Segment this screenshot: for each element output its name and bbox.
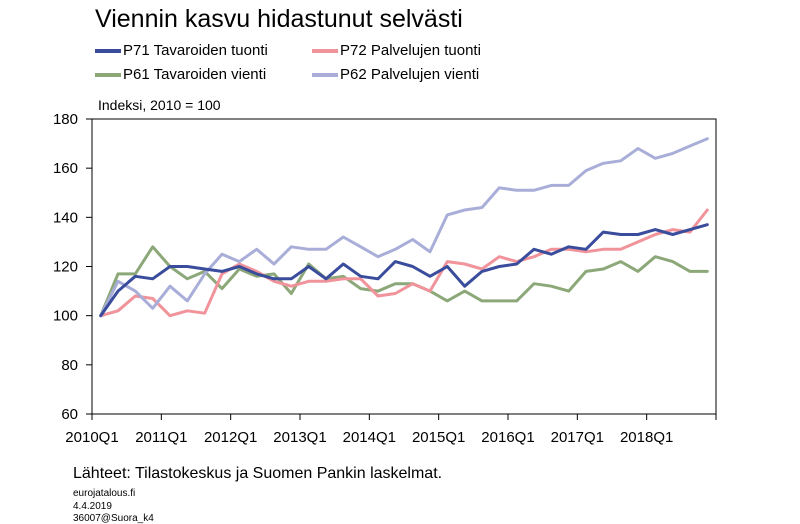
y-tick-label: 80 xyxy=(61,357,78,374)
series-line-p61 xyxy=(99,245,709,318)
source-note: Lähteet: Tilastokeskus ja Suomen Pankin … xyxy=(73,465,443,482)
line-chart: 60 80 100 120 140 160 180 2010Q1 2011Q1 2012Q1 201… xyxy=(53,111,717,446)
unit-label: Indeksi, 2010 = 100 xyxy=(98,97,221,113)
legend-swatch-p62 xyxy=(312,72,338,77)
legend-swatch-p71 xyxy=(95,48,121,53)
x-tick-label: 2013Q1 xyxy=(273,429,326,446)
legend-label-p71: P71 Tavaroiden tuonti xyxy=(123,42,268,59)
y-tick-label: 60 xyxy=(61,406,78,423)
chart-title: Viennin kasvu hidastunut selvästi xyxy=(95,5,463,33)
series-line-p72 xyxy=(99,208,709,318)
legend-swatch-p72 xyxy=(312,48,338,53)
x-tick-label: 2018Q1 xyxy=(620,429,673,446)
series-line-p62 xyxy=(99,137,709,318)
y-tick-label: 180 xyxy=(53,111,78,128)
footer-code: 36007@Suora_k4 xyxy=(73,513,154,524)
x-tick-label: 2016Q1 xyxy=(481,429,534,446)
legend-item-p71: P71 Tavaroiden tuonti xyxy=(95,42,268,59)
legend-label-p61: P61 Tavaroiden vienti xyxy=(123,66,267,83)
legend-label-p72: P72 Palvelujen tuonti xyxy=(340,42,481,59)
legend-swatch-p61 xyxy=(95,72,121,77)
y-tick-label: 160 xyxy=(53,160,78,177)
legend-item-p61: P61 Tavaroiden vienti xyxy=(95,66,266,83)
legend-item-p62: P62 Palvelujen vienti xyxy=(312,66,479,83)
x-tick-label: 2015Q1 xyxy=(412,429,465,446)
x-tick-label: 2010Q1 xyxy=(65,429,118,446)
y-tick-label: 100 xyxy=(53,308,78,325)
footer-date: 4.4.2019 xyxy=(73,501,112,512)
x-tick-label: 2012Q1 xyxy=(204,429,257,446)
footer-site: eurojatalous.fi xyxy=(73,488,136,499)
legend-label-p62: P62 Palvelujen vienti xyxy=(340,66,480,83)
chart-legend: P71 Tavaroiden tuonti P72 Palvelujen tuo… xyxy=(95,42,655,86)
x-tick-label: 2011Q1 xyxy=(135,429,187,446)
x-tick-label: 2014Q1 xyxy=(343,429,396,446)
y-tick-label: 120 xyxy=(53,259,78,276)
y-tick-label: 140 xyxy=(53,209,78,226)
legend-item-p72: P72 Palvelujen tuonti xyxy=(312,42,481,59)
series-line-p71 xyxy=(99,223,709,318)
x-tick-label: 2017Q1 xyxy=(551,429,604,446)
